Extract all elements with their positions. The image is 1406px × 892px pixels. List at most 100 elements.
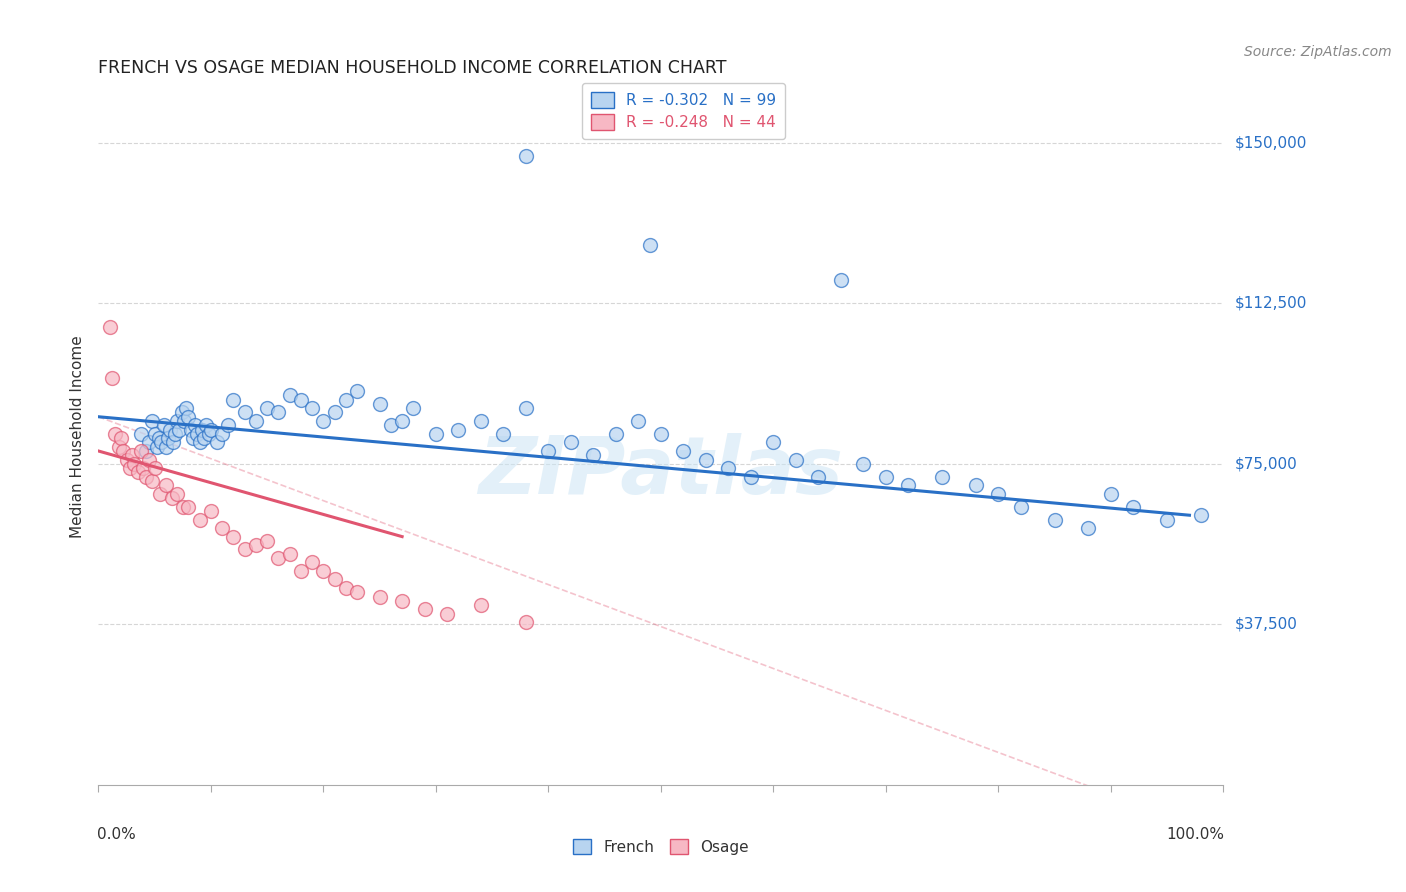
Point bbox=[217, 418, 239, 433]
Point bbox=[852, 457, 875, 471]
Point bbox=[605, 426, 627, 441]
Point bbox=[672, 444, 695, 458]
Point bbox=[470, 414, 492, 428]
Point bbox=[177, 500, 200, 514]
Point bbox=[335, 581, 357, 595]
Point bbox=[638, 238, 661, 252]
Point bbox=[290, 392, 312, 407]
Point bbox=[470, 598, 492, 612]
Point bbox=[425, 426, 447, 441]
Point bbox=[118, 461, 141, 475]
Point bbox=[312, 564, 335, 578]
Point bbox=[380, 418, 402, 433]
Point bbox=[987, 487, 1010, 501]
Point bbox=[368, 590, 391, 604]
Point bbox=[124, 457, 146, 471]
Point bbox=[160, 491, 183, 505]
Point bbox=[515, 615, 537, 630]
Point bbox=[127, 466, 149, 480]
Point bbox=[650, 426, 672, 441]
Point bbox=[152, 418, 174, 433]
Point bbox=[245, 538, 267, 552]
Point bbox=[149, 487, 172, 501]
Point bbox=[222, 530, 245, 544]
Point bbox=[193, 431, 215, 445]
Text: 100.0%: 100.0% bbox=[1167, 827, 1225, 842]
Point bbox=[346, 585, 368, 599]
Point bbox=[157, 431, 180, 445]
Point bbox=[177, 409, 200, 424]
Point bbox=[233, 405, 256, 419]
Point bbox=[143, 461, 166, 475]
Point bbox=[560, 435, 582, 450]
Point bbox=[1099, 487, 1122, 501]
Point bbox=[174, 401, 197, 416]
Point bbox=[290, 564, 312, 578]
Point bbox=[965, 478, 987, 492]
Point bbox=[115, 452, 138, 467]
Point bbox=[515, 148, 537, 162]
Point bbox=[1077, 521, 1099, 535]
Point bbox=[121, 448, 143, 462]
Point bbox=[233, 542, 256, 557]
Point bbox=[205, 435, 228, 450]
Point bbox=[211, 426, 233, 441]
Point bbox=[807, 469, 830, 483]
Text: FRENCH VS OSAGE MEDIAN HOUSEHOLD INCOME CORRELATION CHART: FRENCH VS OSAGE MEDIAN HOUSEHOLD INCOME … bbox=[98, 59, 727, 77]
Point bbox=[368, 397, 391, 411]
Point bbox=[141, 414, 163, 428]
Text: 0.0%: 0.0% bbox=[97, 827, 136, 842]
Point bbox=[138, 435, 160, 450]
Point bbox=[170, 405, 193, 419]
Point bbox=[141, 474, 163, 488]
Point bbox=[301, 555, 323, 569]
Point bbox=[515, 401, 537, 416]
Point bbox=[166, 414, 188, 428]
Point bbox=[101, 371, 124, 385]
Point bbox=[200, 504, 222, 518]
Text: $37,500: $37,500 bbox=[1234, 617, 1298, 632]
Point bbox=[200, 423, 222, 437]
Point bbox=[346, 384, 368, 398]
Point bbox=[740, 469, 762, 483]
Text: $150,000: $150,000 bbox=[1234, 136, 1306, 150]
Y-axis label: Median Household Income: Median Household Income bbox=[70, 335, 86, 539]
Point bbox=[129, 426, 152, 441]
Point bbox=[159, 423, 181, 437]
Point bbox=[138, 452, 160, 467]
Point bbox=[173, 414, 195, 428]
Point bbox=[98, 319, 121, 334]
Point bbox=[1010, 500, 1032, 514]
Point bbox=[931, 469, 953, 483]
Point bbox=[132, 461, 155, 475]
Text: ZIPatlas: ZIPatlas bbox=[478, 433, 844, 511]
Point bbox=[150, 435, 173, 450]
Point bbox=[166, 487, 188, 501]
Point bbox=[785, 452, 807, 467]
Point bbox=[245, 414, 267, 428]
Point bbox=[391, 594, 413, 608]
Text: $112,500: $112,500 bbox=[1234, 296, 1306, 310]
Point bbox=[197, 426, 219, 441]
Point bbox=[104, 426, 127, 441]
Point bbox=[391, 414, 413, 428]
Point bbox=[195, 418, 218, 433]
Point bbox=[146, 440, 169, 454]
Point bbox=[188, 435, 211, 450]
Point bbox=[267, 405, 290, 419]
Point bbox=[627, 414, 650, 428]
Text: Source: ZipAtlas.com: Source: ZipAtlas.com bbox=[1244, 45, 1392, 59]
Point bbox=[492, 426, 515, 441]
Point bbox=[830, 273, 852, 287]
Point bbox=[143, 426, 166, 441]
Point bbox=[537, 444, 560, 458]
Point bbox=[135, 444, 157, 458]
Point bbox=[188, 512, 211, 526]
Point bbox=[875, 469, 897, 483]
Point bbox=[155, 478, 177, 492]
Point bbox=[1122, 500, 1144, 514]
Point bbox=[211, 521, 233, 535]
Point bbox=[897, 478, 920, 492]
Point bbox=[256, 533, 278, 548]
Point bbox=[335, 392, 357, 407]
